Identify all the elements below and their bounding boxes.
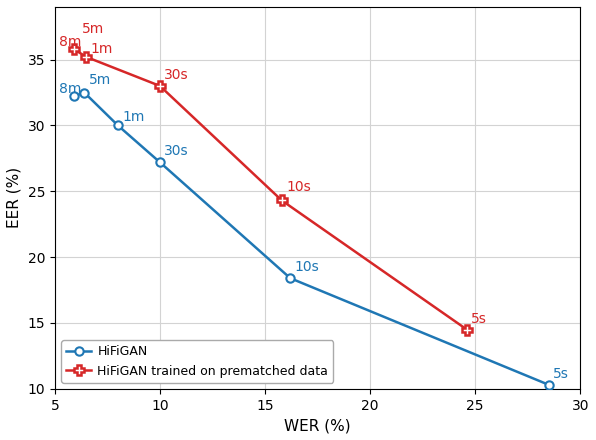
Text: 8m: 8m [59, 35, 82, 49]
Text: 1m: 1m [122, 110, 144, 124]
Text: 30s: 30s [164, 68, 189, 82]
Legend: HiFiGAN, HiFiGAN trained on prematched data: HiFiGAN, HiFiGAN trained on prematched d… [61, 340, 333, 382]
Text: 5m: 5m [82, 22, 104, 36]
Text: 8m: 8m [59, 82, 82, 96]
Text: 5s: 5s [553, 367, 569, 381]
Text: 30s: 30s [164, 144, 189, 158]
Text: 10s: 10s [286, 180, 311, 194]
Y-axis label: EER (%): EER (%) [7, 167, 22, 228]
Text: 5s: 5s [471, 312, 487, 326]
Text: 5m: 5m [88, 73, 111, 87]
X-axis label: WER (%): WER (%) [284, 418, 351, 433]
Text: 1m: 1m [91, 42, 113, 56]
Text: 10s: 10s [294, 260, 319, 274]
